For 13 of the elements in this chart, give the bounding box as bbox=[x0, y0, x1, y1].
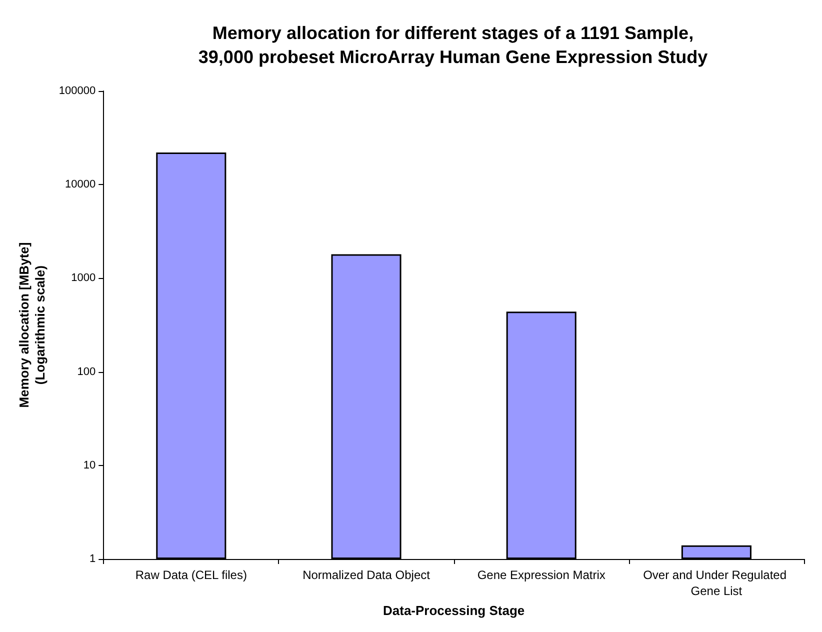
x-axis-title: Data-Processing Stage bbox=[383, 602, 525, 618]
y-axis-title: Memory allocation [MByte] (Logarithmic scale) bbox=[16, 242, 48, 408]
x-tick-label: Raw Data (CEL files) bbox=[135, 568, 247, 582]
y-tick-label: 10000 bbox=[65, 178, 96, 191]
y-tick-label: 100 bbox=[77, 366, 96, 378]
x-tick-label: Gene Expression Matrix bbox=[477, 568, 606, 582]
y-tick-label: 10 bbox=[83, 459, 96, 472]
x-tick-label: Normalized Data Object bbox=[302, 568, 431, 582]
y-tick-label: 1 bbox=[89, 553, 96, 565]
x-tick-label: Over and Under Regulated Gene List bbox=[643, 568, 790, 598]
y-tick-label: 100000 bbox=[58, 85, 96, 97]
y-tick-label: 1000 bbox=[71, 272, 96, 284]
chart-title: Memory allocation for different stages of a 1191 Sample, 39,000 probeset MicroArray Human Gene Expression Study bbox=[198, 23, 708, 67]
